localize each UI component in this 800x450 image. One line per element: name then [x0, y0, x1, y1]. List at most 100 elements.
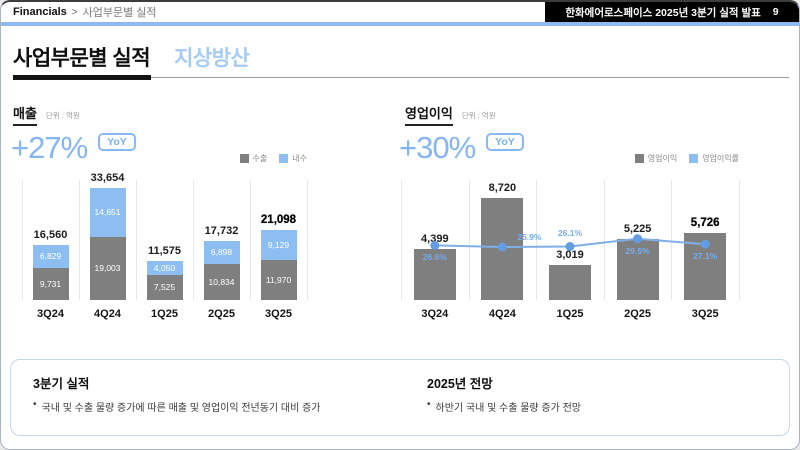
yoy-badge: YoY [486, 133, 524, 151]
yoy-badge: YoY [98, 133, 136, 151]
segment-title: 지상방산 [174, 47, 250, 70]
export-value-label: 10,834 [208, 276, 235, 287]
revenue-section-header: 매출 단위 : 억원 [13, 103, 80, 126]
export-bar-segment: 10,834 [203, 263, 240, 300]
x-axis-label: 2Q25 [624, 308, 652, 320]
bar-value-label: 3,019 [556, 248, 584, 261]
x-axis-label: 3Q24 [421, 308, 449, 320]
export-bar-segment: 19,003 [89, 236, 126, 300]
profit-section-header: 영업이익 단위 : 억원 [405, 103, 496, 126]
legend-item-operating-profit: 영업이익 [634, 153, 678, 164]
export-bar-segment: 9,731 [32, 267, 69, 300]
bar-total-label: 16,560 [33, 228, 68, 241]
domestic-bar-segment: 6,829 [32, 244, 69, 268]
operating-profit-bar [549, 264, 591, 300]
grid-separator [671, 180, 672, 300]
legend-label: 영업이익률 [702, 154, 739, 163]
bar-total-label: 21,098 [260, 213, 297, 226]
operating-margin-line [430, 234, 710, 252]
operating-margin-label: 27.1% [693, 251, 718, 262]
domestic-value-label: 9,129 [267, 239, 290, 250]
summary-right-bullet: • 하반기 국내 및 수출 물량 증가 전망 [427, 399, 789, 414]
operating-profit-swatch-icon [634, 154, 644, 163]
x-axis-label: 3Q24 [37, 308, 64, 320]
header-accent-rule [1, 22, 799, 26]
revenue-unit-label: 단위 : 억원 [45, 111, 80, 120]
grid-separator [536, 180, 537, 300]
operating-margin-label: 25.9% [517, 232, 542, 242]
top-bar: Financials > 사업부문별 실적 한화에어로스페이스 2025년 3분… [1, 2, 799, 22]
grid-separator [469, 180, 470, 300]
presentation-banner: 한화에어로스페이스 2025년 3분기 실적 발표 9 [545, 2, 799, 22]
chevron-right-icon: > [71, 6, 78, 18]
export-value-label: 19,003 [94, 263, 121, 274]
revenue-section-label: 매출 [13, 103, 37, 126]
x-axis-label: 3Q25 [265, 308, 292, 320]
grid-separator [136, 180, 137, 300]
breadcrumb: Financials > 사업부문별 실적 [1, 2, 157, 22]
export-bar-segment: 11,970 [260, 260, 297, 300]
grid-separator [193, 180, 194, 300]
profit-legend: 영업이익 영업이익률 [401, 153, 739, 164]
margin-dot-icon [565, 242, 575, 252]
domestic-value-label: 6,829 [39, 251, 62, 262]
grid-separator [79, 180, 80, 300]
x-axis-label: 3Q25 [691, 308, 719, 320]
bar-value-label: 8,720 [488, 182, 517, 194]
profit-growth-value: +30% [399, 130, 476, 165]
x-axis-label: 2Q25 [208, 308, 235, 320]
summary-quarter-results: 3분기 실적 • 국내 및 수출 물량 증가에 따른 매출 및 영업이익 전년동… [11, 360, 405, 435]
title-rule-accent [13, 75, 151, 80]
legend-item-operating-margin: 영업이익률 [689, 153, 739, 164]
bullet-marker: • [427, 399, 431, 410]
breadcrumb-page: 사업부문별 실적 [82, 7, 157, 19]
domestic-bar-segment: 9,129 [260, 229, 297, 261]
bar-value-label: 5,726 [690, 217, 720, 230]
bullet-text: 국내 및 수출 물량 증가에 따른 매출 및 영업이익 전년동기 대비 증가 [41, 403, 321, 414]
legend-item-domestic: 내수 [279, 153, 307, 164]
page-title: 사업부문별 실적 [13, 47, 151, 70]
grid-separator [250, 180, 251, 300]
domestic-swatch-icon [279, 154, 289, 163]
legend-label: 내수 [292, 154, 307, 163]
bullet-marker: • [33, 399, 37, 410]
domestic-bar-segment: 4,050 [146, 261, 183, 275]
export-swatch-icon [239, 154, 249, 163]
legend-label: 영업이익 [647, 154, 678, 163]
operating-margin-label: 29.5% [625, 245, 650, 256]
margin-dot-icon [430, 240, 440, 250]
x-axis-label: 1Q25 [151, 308, 178, 320]
revenue-growth: +27% YoY [11, 131, 136, 165]
revenue-growth-value: +27% [11, 130, 88, 165]
operating-margin-label: 26.1% [557, 227, 583, 238]
x-axis-label: 1Q25 [556, 308, 584, 320]
bullet-text: 하반기 국내 및 수출 물량 증가 전망 [435, 403, 581, 414]
margin-dot-icon [497, 242, 507, 252]
domestic-bar-segment: 6,898 [203, 240, 240, 264]
legend-label: 수출 [252, 154, 268, 163]
summary-left-heading: 3분기 실적 [33, 377, 90, 391]
bar-total-label: 33,654 [90, 172, 125, 184]
legend-item-export: 수출 [239, 153, 268, 164]
bar-total-label: 11,575 [147, 245, 182, 258]
operating-profit-bar [413, 248, 456, 300]
export-value-label: 7,525 [153, 282, 176, 293]
x-axis-label: 4Q24 [94, 308, 121, 320]
operating-profit-bar [616, 238, 659, 300]
operating-margin-swatch-icon [689, 154, 699, 163]
grid-separator [22, 180, 23, 300]
operating-profit-chart: 4,399 3Q24 8,720 4Q24 3,019 1Q25 5,225 2Q25 5,72… [401, 180, 740, 320]
margin-dot-icon [700, 239, 710, 249]
revenue-legend: 수출 내수 [22, 153, 307, 164]
breadcrumb-section: Financials [13, 6, 67, 18]
export-bar-segment: 7,525 [146, 274, 183, 300]
profit-unit-label: 단위 : 억원 [461, 111, 496, 120]
grid-separator [739, 180, 740, 300]
domestic-value-label: 14,651 [94, 207, 121, 218]
summary-right-heading: 2025년 전망 [427, 377, 493, 391]
x-axis-label: 4Q24 [488, 308, 516, 320]
profit-section-label: 영업이익 [405, 103, 453, 126]
grid-separator [307, 180, 308, 300]
title-row: 사업부문별 실적 지상방산 [13, 42, 250, 72]
